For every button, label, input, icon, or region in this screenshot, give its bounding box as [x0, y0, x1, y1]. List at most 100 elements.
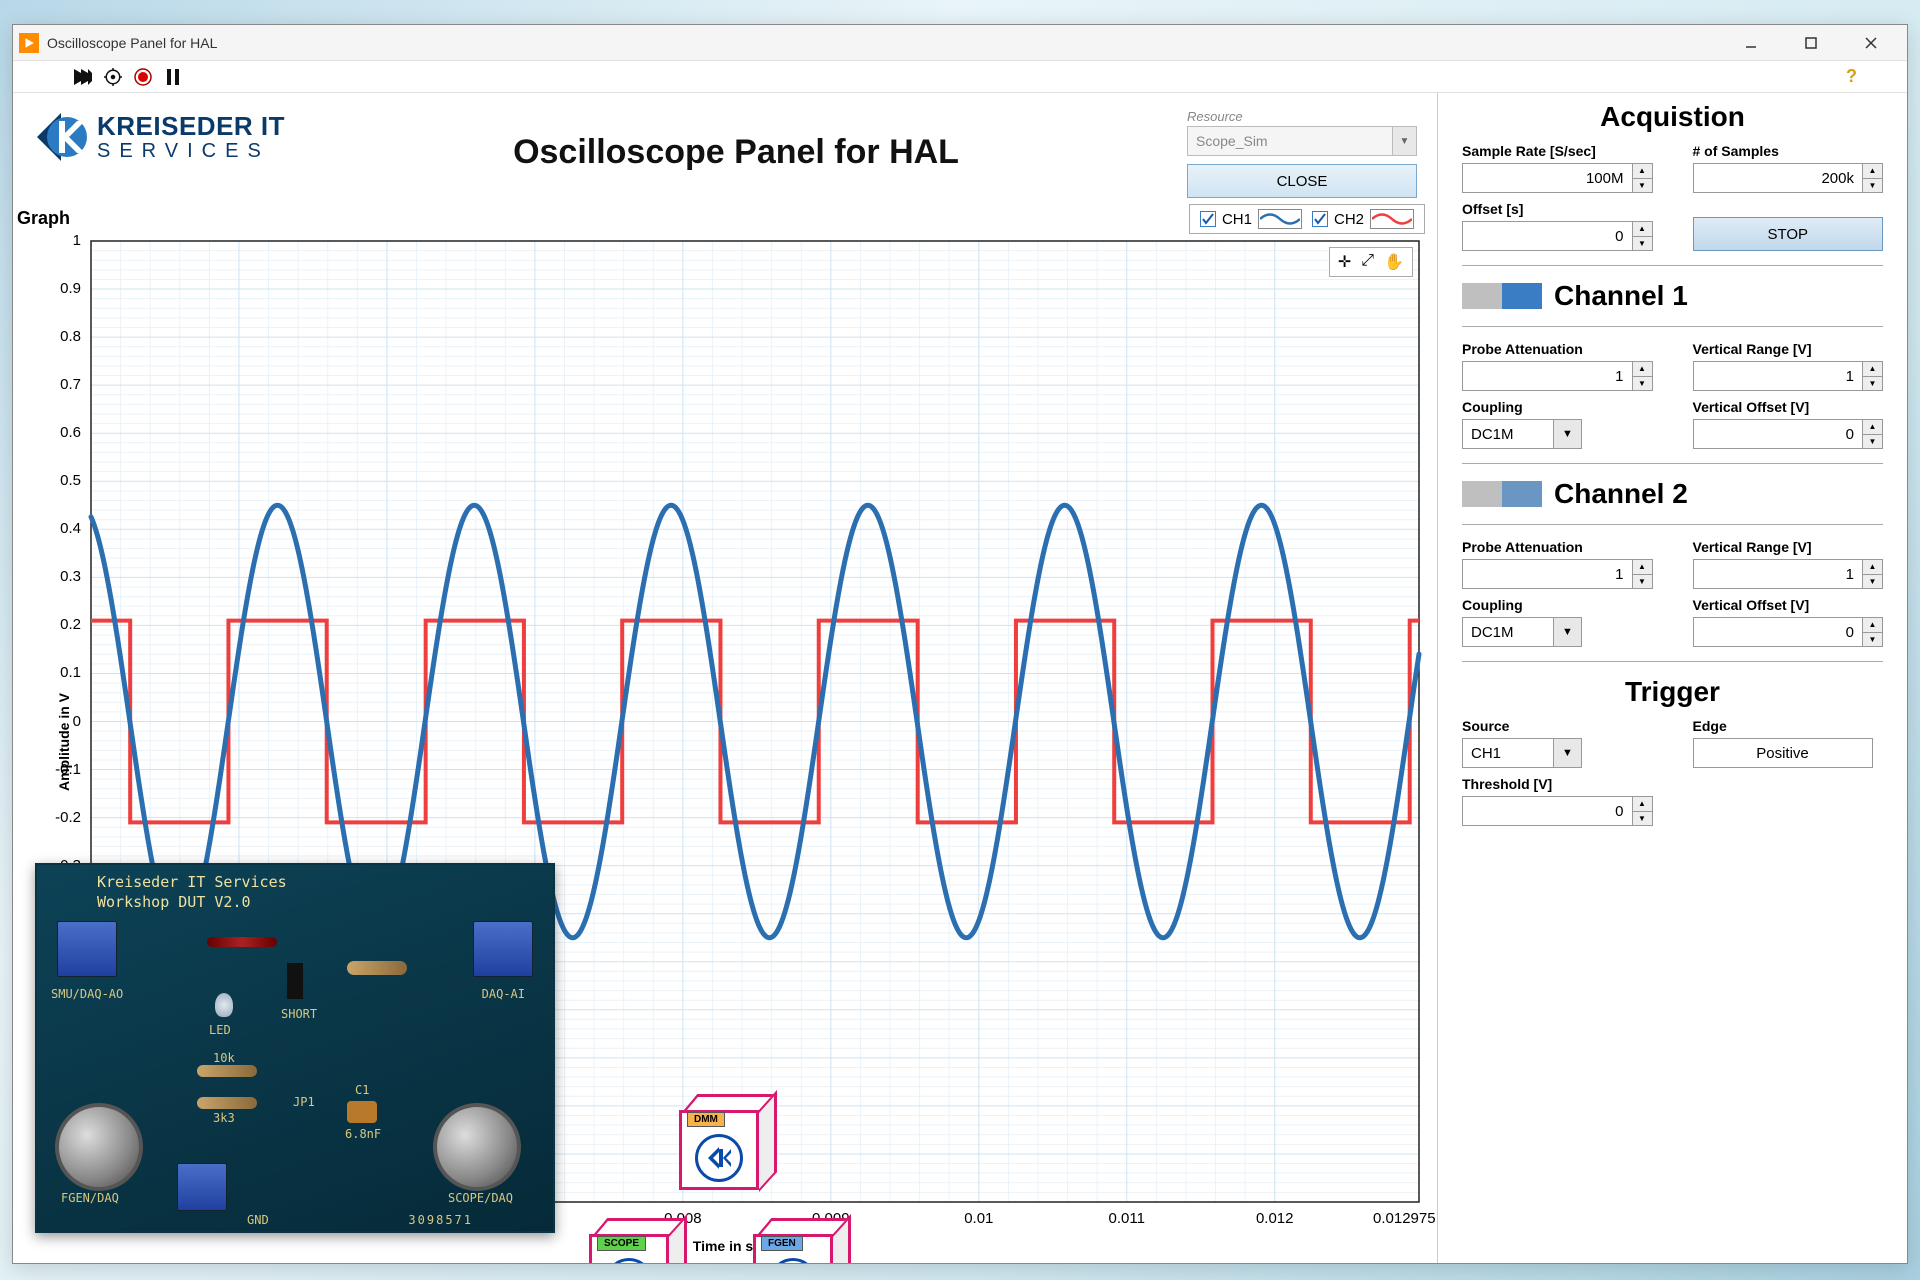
down-icon[interactable]: ▼: [1633, 575, 1652, 589]
header-row: KREISEDER IT SERVICES Oscilloscope Panel…: [13, 101, 1437, 202]
app-window: Oscilloscope Panel for HAL ?: [12, 24, 1908, 1264]
down-icon[interactable]: ▼: [1633, 237, 1652, 251]
ch2-voffset-input[interactable]: 0▲▼: [1693, 617, 1884, 647]
pcb-lbl-serial: 3098571: [408, 1213, 473, 1227]
ch2-vrange-input[interactable]: 1▲▼: [1693, 559, 1884, 589]
ch2-probe-label: Probe Attenuation: [1462, 539, 1653, 555]
zoom-icon[interactable]: ⤢: [1361, 252, 1374, 272]
trigger-edge-label: Edge: [1693, 718, 1884, 734]
close-button[interactable]: CLOSE: [1187, 164, 1417, 198]
down-icon[interactable]: ▼: [1633, 179, 1652, 193]
acq-title: Acquistion: [1462, 101, 1883, 133]
y-tick-label: -0.2: [55, 809, 81, 826]
up-icon[interactable]: ▲: [1633, 560, 1652, 575]
ch1-voffset-label: Vertical Offset [V]: [1693, 399, 1884, 415]
up-icon[interactable]: ▲: [1863, 362, 1882, 377]
x-axis-label: Time in s: [693, 1238, 753, 1254]
up-icon[interactable]: ▲: [1633, 164, 1652, 179]
ch1-vrange-input[interactable]: 1▲▼: [1693, 361, 1884, 391]
y-tick-label: 0.7: [60, 376, 81, 393]
pcb-lbl-led: LED: [209, 1023, 231, 1037]
ch1-swatches[interactable]: [1462, 283, 1542, 309]
ch1-title: Channel 1: [1554, 280, 1688, 312]
pcb-lbl-fgen: FGEN/DAQ: [61, 1191, 119, 1205]
cube-scope[interactable]: SCOPE: [589, 1218, 685, 1263]
y-tick-label: 0.9: [60, 280, 81, 297]
pcb-lbl-short: SHORT: [281, 1007, 317, 1021]
help-icon[interactable]: ?: [1846, 66, 1857, 87]
ch1-voffset-input[interactable]: 0▲▼: [1693, 419, 1884, 449]
up-icon[interactable]: ▲: [1633, 797, 1652, 812]
trigger-edge-select[interactable]: Positive: [1693, 738, 1873, 768]
ch1-probe-input[interactable]: 1▲▼: [1462, 361, 1653, 391]
pause-icon[interactable]: [163, 67, 183, 87]
record-icon[interactable]: [133, 67, 153, 87]
pcb-lbl-3k3: 3k3: [213, 1111, 235, 1125]
resource-label: Resource: [1187, 109, 1417, 124]
num-samples-input[interactable]: 200k ▲▼: [1693, 163, 1884, 193]
trigger-source-select[interactable]: CH1▼: [1462, 738, 1582, 768]
trigger-source-label: Source: [1462, 718, 1653, 734]
y-tick-label: -0.1: [55, 761, 81, 778]
pcb-lbl-gnd: GND: [247, 1213, 269, 1227]
down-icon[interactable]: ▼: [1863, 377, 1882, 391]
gear-icon[interactable]: [103, 67, 123, 87]
app-icon: [19, 33, 39, 53]
y-tick-label: 0.5: [60, 472, 81, 489]
up-icon[interactable]: ▲: [1863, 560, 1882, 575]
resource-dropdown[interactable]: Scope_Sim ▼: [1187, 126, 1417, 156]
offset-input[interactable]: 0 ▲▼: [1462, 221, 1653, 251]
cube-dmm[interactable]: DMM: [679, 1094, 775, 1190]
graph-section: Graph CH1 CH2 Amplitude in V Tim: [13, 202, 1437, 1255]
pcb-lbl-scope: SCOPE/DAQ: [448, 1191, 513, 1205]
page-title: Oscilloscope Panel for HAL: [285, 133, 1187, 172]
pcb-led: [215, 993, 233, 1017]
cube-fgen[interactable]: FGEN: [753, 1218, 849, 1263]
up-icon[interactable]: ▲: [1863, 164, 1882, 179]
pcb-text: Kreiseder IT Services Workshop DUT V2.0: [97, 873, 287, 912]
pan-icon[interactable]: ✋: [1384, 252, 1404, 272]
ch2-checkbox[interactable]: [1312, 211, 1328, 227]
maximize-button[interactable]: [1781, 25, 1841, 61]
run-icon[interactable]: [73, 67, 93, 87]
up-icon[interactable]: ▲: [1633, 362, 1652, 377]
up-icon[interactable]: ▲: [1863, 618, 1882, 633]
ch2-coupling-select[interactable]: DC1M▼: [1462, 617, 1582, 647]
chevron-down-icon: ▼: [1553, 739, 1581, 767]
sample-rate-label: Sample Rate [S/sec]: [1462, 143, 1653, 159]
down-icon[interactable]: ▼: [1863, 435, 1882, 449]
ch2-voffset-label: Vertical Offset [V]: [1693, 597, 1884, 613]
ch1-coupling-select[interactable]: DC1M▼: [1462, 419, 1582, 449]
pcb-lbl-smu: SMU/DAQ-AO: [51, 987, 123, 1001]
close-window-button[interactable]: [1841, 25, 1901, 61]
stop-button[interactable]: STOP: [1693, 217, 1884, 251]
crosshair-icon[interactable]: ✛: [1338, 252, 1351, 272]
down-icon[interactable]: ▼: [1863, 179, 1882, 193]
chevron-down-icon: ▼: [1392, 127, 1416, 155]
pcb-terminal-2: [473, 921, 533, 977]
offset-label: Offset [s]: [1462, 201, 1653, 217]
trigger-threshold-input[interactable]: 0▲▼: [1462, 796, 1653, 826]
ch1-checkbox[interactable]: [1200, 211, 1216, 227]
up-icon[interactable]: ▲: [1863, 420, 1882, 435]
y-tick-label: 0.6: [60, 424, 81, 441]
ch2-vrange-label: Vertical Range [V]: [1693, 539, 1884, 555]
down-icon[interactable]: ▼: [1633, 377, 1652, 391]
maximize-icon: [1805, 37, 1817, 49]
ch2-swatches[interactable]: [1462, 481, 1542, 507]
down-icon[interactable]: ▼: [1863, 633, 1882, 647]
ch1-probe-label: Probe Attenuation: [1462, 341, 1653, 357]
minimize-button[interactable]: [1721, 25, 1781, 61]
pcb-terminal-1: [57, 921, 117, 977]
logo-text-1: KREISEDER IT: [97, 113, 285, 139]
down-icon[interactable]: ▼: [1863, 575, 1882, 589]
down-icon[interactable]: ▼: [1633, 812, 1652, 826]
legend: CH1 CH2: [1189, 204, 1425, 234]
sample-rate-input[interactable]: 100M ▲▼: [1462, 163, 1653, 193]
ch2-probe-input[interactable]: 1▲▼: [1462, 559, 1653, 589]
pcb-transistor: [287, 963, 303, 999]
resource-box: Resource Scope_Sim ▼ CLOSE: [1187, 109, 1417, 198]
trigger-title: Trigger: [1462, 676, 1883, 708]
up-icon[interactable]: ▲: [1633, 222, 1652, 237]
right-pane: Acquistion Sample Rate [S/sec] 100M ▲▼ #…: [1437, 93, 1907, 1263]
